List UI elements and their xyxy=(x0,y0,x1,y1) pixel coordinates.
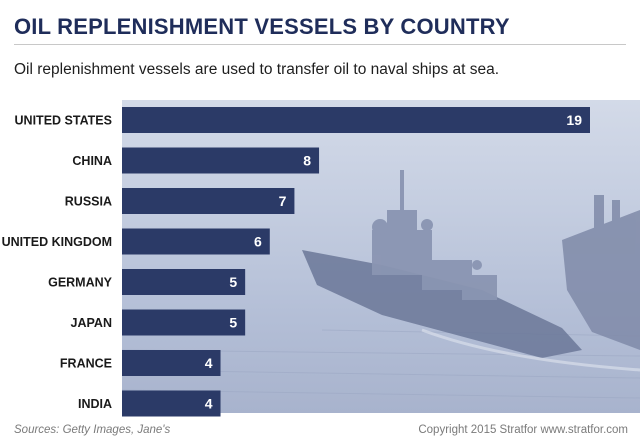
category-label: JAPAN xyxy=(71,316,112,330)
bar-japan xyxy=(122,309,246,336)
value-label: 8 xyxy=(303,153,311,169)
category-label: CHINA xyxy=(72,154,112,168)
chart-title: OIL REPLENISHMENT VESSELS BY COUNTRY xyxy=(14,14,510,39)
value-label: 7 xyxy=(279,193,287,209)
value-label: 4 xyxy=(205,355,213,371)
bar-united-states xyxy=(122,107,590,133)
value-label: 5 xyxy=(229,315,237,331)
category-label: RUSSIA xyxy=(65,195,112,209)
value-label: 4 xyxy=(205,396,213,412)
category-label: UNITED STATES xyxy=(15,114,112,128)
value-label: 19 xyxy=(566,112,582,128)
value-label: 6 xyxy=(254,234,262,250)
copyright-note: Copyright 2015 Stratfor www.stratfor.com xyxy=(418,424,628,436)
bar-india xyxy=(122,390,221,417)
bar-russia xyxy=(122,188,295,214)
category-label: UNITED KINGDOM xyxy=(2,235,112,249)
value-label: 5 xyxy=(229,274,237,290)
category-label: INDIA xyxy=(78,397,112,411)
ship-photo-illustration xyxy=(122,170,640,399)
category-label: FRANCE xyxy=(60,357,112,371)
bar-france xyxy=(122,350,221,376)
bar-united-kingdom xyxy=(122,228,270,255)
category-label: GERMANY xyxy=(48,276,113,290)
title-divider xyxy=(14,44,626,45)
bar-china xyxy=(122,147,320,174)
chart-subtitle: Oil replenishment vessels are used to tr… xyxy=(14,61,500,78)
bar-germany xyxy=(122,269,246,295)
sources-note: Sources: Getty Images, Jane's xyxy=(14,424,171,436)
